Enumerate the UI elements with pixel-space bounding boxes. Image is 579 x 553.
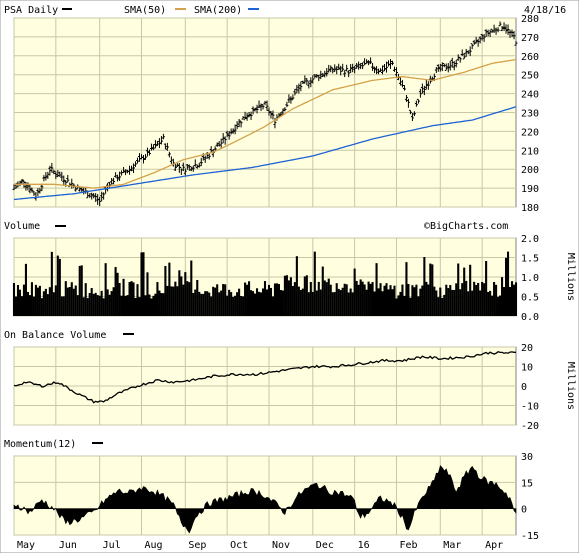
sma50-legend-label: SMA(50) — [124, 5, 166, 16]
x-tick-label: Jul — [103, 540, 121, 551]
y-tick-label: 15 — [521, 478, 533, 489]
momentum-panel: 30 15 0 -15 — [13, 452, 539, 542]
y-tick-label: 220 — [521, 127, 539, 138]
y-tick-label: -10 — [521, 402, 539, 413]
y-tick-label: 190 — [521, 184, 539, 195]
x-tick-label: Jun — [59, 540, 77, 551]
y-tick-label: 0 — [521, 382, 527, 393]
x-tick-label: Nov — [272, 540, 290, 551]
y-tick-label: 0 — [521, 505, 527, 516]
chart-title: PSA Daily — [4, 5, 58, 16]
price-panel: 280 270 260 250 240 230 220 210 200 190 180 — [12, 14, 539, 214]
x-tick-label: Sep — [188, 540, 206, 551]
obv-title: On Balance Volume — [4, 330, 106, 341]
y-tick-label: 1.5 — [521, 254, 539, 265]
y-tick-label: 280 — [521, 14, 539, 25]
volume-panel: 2.0 1.5 1.0 0.5 0.0 Millions — [12, 234, 576, 323]
watermark: ©BigCharts.com — [424, 221, 508, 232]
sma50-line — [14, 58, 517, 189]
y-tick-label: 0.5 — [521, 293, 539, 304]
y-tick-label: 250 — [521, 71, 539, 82]
y-tick-label: -20 — [521, 421, 539, 432]
y-tick-label: 260 — [521, 52, 539, 63]
x-tick-label: Aug — [144, 540, 162, 551]
y-tick-label: 10 — [521, 363, 533, 374]
x-tick-label: Feb — [399, 540, 417, 551]
sma200-legend-label: SMA(200) — [194, 5, 242, 16]
y-tick-label: 180 — [521, 203, 539, 214]
obv-panel: 20 10 0 -10 -20 Millions — [13, 343, 576, 432]
y-tick-label: 2.0 — [521, 234, 539, 245]
y-tick-label: 230 — [521, 109, 539, 120]
x-tick-label: Dec — [316, 540, 334, 551]
x-tick-label: May — [17, 540, 35, 551]
chart-date: 4/18/16 — [524, 5, 566, 16]
y-axis-unit-label: Millions — [565, 362, 576, 410]
momentum-title: Momentum(12) — [4, 439, 76, 450]
y-tick-label: 20 — [521, 343, 533, 354]
y-tick-label: 270 — [521, 33, 539, 44]
obv-line — [13, 350, 516, 404]
y-tick-label: 0.0 — [521, 312, 539, 323]
x-axis: May Jun Jul Aug Sep Oct Nov Dec 16 Feb Mar Apr — [17, 540, 503, 551]
x-tick-label: Mar — [443, 540, 461, 551]
y-tick-label: -15 — [521, 531, 539, 542]
sma200-line — [13, 106, 517, 201]
y-tick-label: 30 — [521, 452, 533, 463]
y-tick-label: 200 — [521, 165, 539, 176]
volume-title: Volume — [4, 221, 40, 232]
y-axis-unit-label: Millions — [565, 253, 576, 301]
momentum-area — [13, 465, 517, 534]
y-tick-label: 1.0 — [521, 273, 539, 284]
y-tick-label: 240 — [521, 90, 539, 101]
x-tick-label: Oct — [230, 540, 248, 551]
x-tick-label: 16 — [358, 540, 370, 551]
y-tick-label: 210 — [521, 146, 539, 157]
x-tick-label: Apr — [485, 540, 503, 551]
